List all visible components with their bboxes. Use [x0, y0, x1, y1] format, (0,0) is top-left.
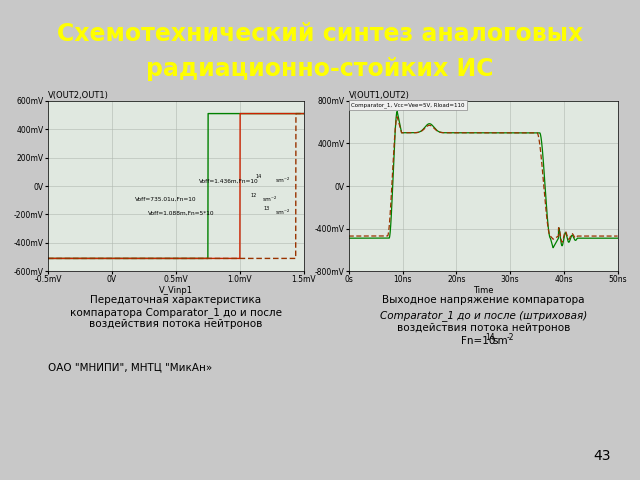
Text: 43: 43	[593, 449, 611, 463]
Text: воздействия потока нейтронов: воздействия потока нейтронов	[397, 323, 570, 333]
Text: радиационно-стойких ИС: радиационно-стойких ИС	[147, 57, 493, 81]
Text: Fn=10: Fn=10	[461, 336, 495, 346]
Text: Voff=1.088m,Fn=5*10: Voff=1.088m,Fn=5*10	[148, 210, 214, 216]
Text: Voff=1.436m,Fn=10: Voff=1.436m,Fn=10	[199, 179, 259, 183]
Text: Comparator_1, Vcc=Vee=5V, Rload=110: Comparator_1, Vcc=Vee=5V, Rload=110	[351, 103, 465, 108]
Text: 14: 14	[485, 333, 495, 342]
Text: Схемотехнический синтез аналоговых: Схемотехнический синтез аналоговых	[57, 22, 583, 46]
X-axis label: Time: Time	[473, 286, 493, 295]
Text: Выходное напряжение компаратора: Выходное напряжение компаратора	[382, 295, 584, 305]
Text: sm⁻²: sm⁻²	[263, 197, 277, 202]
Text: Comparator_1 до и после (штриховая): Comparator_1 до и после (штриховая)	[380, 310, 587, 321]
Text: sm: sm	[493, 336, 508, 346]
X-axis label: V_Vinp1: V_Vinp1	[159, 286, 193, 295]
Text: -2: -2	[507, 333, 515, 342]
Text: 13: 13	[263, 206, 269, 211]
Text: V(OUT2,OUT1): V(OUT2,OUT1)	[48, 91, 109, 100]
Text: Передаточная характеристика
компаратора Comparator_1 до и после
воздействия пото: Передаточная характеристика компаратора …	[70, 295, 282, 329]
Text: ОАО "МНИПИ", МНТЦ "МикАн»: ОАО "МНИПИ", МНТЦ "МикАн»	[48, 362, 212, 372]
Text: V(OUT1,OUT2): V(OUT1,OUT2)	[349, 91, 410, 100]
Text: 14: 14	[255, 174, 262, 179]
Text: Voff=735.01u,Fn=10: Voff=735.01u,Fn=10	[135, 197, 196, 202]
Text: 12: 12	[250, 192, 257, 198]
Text: sm⁻²: sm⁻²	[276, 210, 290, 216]
Text: sm⁻²: sm⁻²	[276, 179, 290, 183]
